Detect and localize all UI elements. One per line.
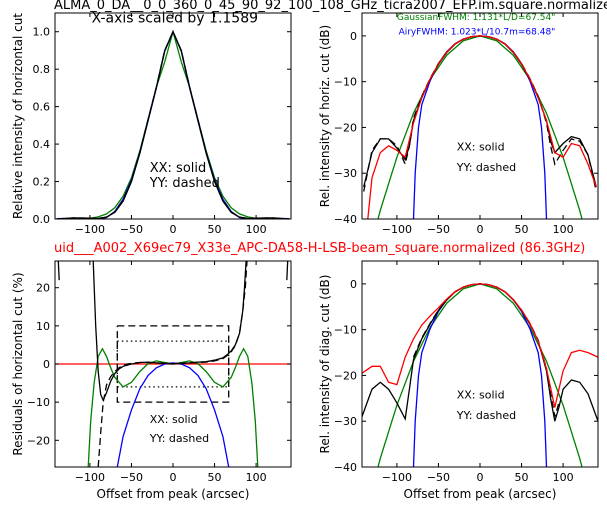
annotation-text: YY: dashed xyxy=(149,432,209,445)
y-tick-label: −10 xyxy=(27,396,50,409)
y-axis-label: Relative intensity of horizontal cut xyxy=(11,13,25,219)
series-line-yy xyxy=(56,30,290,219)
x-tick-label: −50 xyxy=(120,223,143,236)
annotation-text: AiryFWHM: 1.023*L/10.7m=68.48" xyxy=(399,28,556,38)
series-group xyxy=(55,261,291,467)
x-tick-label: 50 xyxy=(515,471,529,484)
y-tick-label: 0.6 xyxy=(33,101,51,114)
series-line-model xyxy=(362,283,598,408)
figure-title: ALMA_0_DA__0_0_360_0_45_90_92_100_108_GH… xyxy=(54,0,607,13)
y-tick-label: 1.0 xyxy=(33,26,51,39)
y-tick-label: −40 xyxy=(334,213,357,226)
x-tick-label: 100 xyxy=(553,223,574,236)
x-tick-label: 50 xyxy=(208,471,222,484)
series-line-box_dashed xyxy=(116,325,230,403)
figure-subtitle: uid___A002_X69ec79_X33e_APC-DA58-H-LSB-b… xyxy=(54,241,585,256)
series-line-airy xyxy=(412,283,548,467)
annotation-text: XX: solid xyxy=(457,388,505,401)
x-tick-label: 0 xyxy=(477,223,484,236)
series-line-airy xyxy=(412,35,548,219)
x-tick-label: −100 xyxy=(382,471,412,484)
annotation-text: YY: dashed xyxy=(149,176,220,191)
x-tick-label: −50 xyxy=(120,471,143,484)
annotation-text: X-axis scaled by 1.1589 xyxy=(92,10,258,26)
series-line-airy xyxy=(116,362,230,467)
series-line-yy xyxy=(97,261,248,467)
plot-frame xyxy=(361,12,599,220)
y-tick-label: −30 xyxy=(334,167,357,180)
annotation-text: XX: solid xyxy=(150,413,198,426)
x-tick-label: −100 xyxy=(75,223,105,236)
annotation-text: YY: dashed xyxy=(456,409,516,422)
plots-layer: −100 −50 0 50 1000.00.20.40.60.81.0Relative … xyxy=(11,10,599,501)
x-tick-label: 100 xyxy=(246,471,267,484)
x-tick-label: −100 xyxy=(75,471,105,484)
annotation-text: XX: solid xyxy=(457,140,505,153)
series-line-box_dotted_sides xyxy=(116,341,230,387)
series-group xyxy=(56,29,290,219)
y-tick-label: −40 xyxy=(334,461,357,474)
y-tick-label: −20 xyxy=(334,121,357,134)
series-group xyxy=(362,283,598,467)
y-tick-label: 0 xyxy=(350,278,357,291)
y-tick-label: 0.4 xyxy=(33,138,51,151)
series-line-gaussian xyxy=(377,35,583,219)
y-tick-label: −20 xyxy=(334,369,357,382)
x-tick-label: 0 xyxy=(170,223,177,236)
y-tick-label: −10 xyxy=(334,324,357,337)
y-tick-label: −10 xyxy=(334,76,357,89)
y-tick-label: −20 xyxy=(27,434,50,447)
series-group xyxy=(363,35,597,219)
chart-p1: −100 −50 0 50 100 0.0 0.2 0.4 0.6 0.8 1.0 Relative … xyxy=(11,10,292,236)
x-tick-label: −50 xyxy=(427,223,450,236)
y-tick-label: 0 xyxy=(350,30,357,43)
y-tick-label: 20 xyxy=(36,282,50,295)
x-tick-label: −50 xyxy=(427,471,450,484)
y-tick-label: 0.0 xyxy=(33,213,51,226)
y-axis-label: Rel. intensity of diag. cut (dB) xyxy=(318,275,332,454)
x-tick-label: 100 xyxy=(553,471,574,484)
series-line-gaussian xyxy=(87,347,259,467)
x-tick-label: 0 xyxy=(170,471,177,484)
x-axis-label: Offset from peak (arcsec) xyxy=(404,487,557,501)
y-tick-label: 0.2 xyxy=(33,176,51,189)
x-axis-label: Offset from peak (arcsec) xyxy=(97,487,250,501)
series-line-model xyxy=(367,35,597,219)
y-tick-label: 0.8 xyxy=(33,63,51,76)
x-tick-label: −100 xyxy=(382,223,412,236)
y-tick-label: 10 xyxy=(36,320,50,333)
y-tick-label: 0 xyxy=(43,358,50,371)
y-tick-label: −30 xyxy=(334,415,357,428)
plot-frame xyxy=(361,260,599,468)
x-tick-label: 100 xyxy=(246,223,267,236)
y-axis-label: Rel. intensity of horiz. cut (dB) xyxy=(318,25,332,207)
series-line-xx_edge xyxy=(57,261,289,281)
annotation-text: YY: dashed xyxy=(456,161,516,174)
x-tick-label: 50 xyxy=(515,223,529,236)
x-tick-label: 0 xyxy=(477,471,484,484)
annotation-text: XX: solid xyxy=(150,161,207,176)
y-axis-label: Residuals of horizontal cut (%) xyxy=(11,272,25,455)
annotation-text: GaussianFWHM: 1.131*L/D=67.54" xyxy=(397,13,555,23)
x-tick-label: 50 xyxy=(208,223,222,236)
